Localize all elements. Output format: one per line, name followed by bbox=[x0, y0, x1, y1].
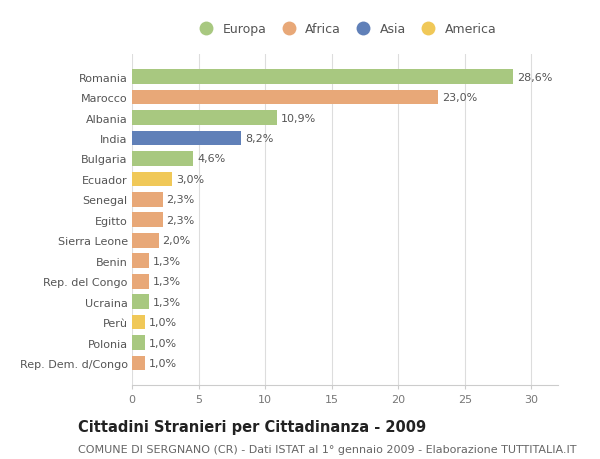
Text: 1,3%: 1,3% bbox=[154, 277, 181, 286]
Text: 10,9%: 10,9% bbox=[281, 113, 316, 123]
Bar bbox=[132, 295, 149, 309]
Bar bbox=[132, 213, 163, 228]
Text: 4,6%: 4,6% bbox=[197, 154, 226, 164]
Bar bbox=[132, 193, 163, 207]
Text: 23,0%: 23,0% bbox=[442, 93, 478, 103]
Bar bbox=[132, 172, 172, 187]
Text: 28,6%: 28,6% bbox=[517, 73, 552, 83]
Bar bbox=[132, 336, 145, 350]
Text: 1,0%: 1,0% bbox=[149, 358, 178, 368]
Text: 1,3%: 1,3% bbox=[154, 256, 181, 266]
Bar bbox=[132, 111, 277, 126]
Bar bbox=[132, 70, 513, 85]
Bar bbox=[132, 131, 241, 146]
Text: COMUNE DI SERGNANO (CR) - Dati ISTAT al 1° gennaio 2009 - Elaborazione TUTTITALI: COMUNE DI SERGNANO (CR) - Dati ISTAT al … bbox=[78, 444, 577, 454]
Text: 1,0%: 1,0% bbox=[149, 317, 178, 327]
Text: 2,3%: 2,3% bbox=[167, 215, 195, 225]
Text: 2,3%: 2,3% bbox=[167, 195, 195, 205]
Bar bbox=[132, 152, 193, 167]
Text: 3,0%: 3,0% bbox=[176, 174, 204, 185]
Text: 8,2%: 8,2% bbox=[245, 134, 274, 144]
Bar bbox=[132, 90, 438, 105]
Bar bbox=[132, 315, 145, 330]
Text: 1,0%: 1,0% bbox=[149, 338, 178, 348]
Bar bbox=[132, 356, 145, 370]
Text: Cittadini Stranieri per Cittadinanza - 2009: Cittadini Stranieri per Cittadinanza - 2… bbox=[78, 419, 426, 434]
Legend: Europa, Africa, Asia, America: Europa, Africa, Asia, America bbox=[188, 18, 502, 41]
Bar bbox=[132, 254, 149, 269]
Bar bbox=[132, 233, 158, 248]
Text: 2,0%: 2,0% bbox=[163, 236, 191, 246]
Text: 1,3%: 1,3% bbox=[154, 297, 181, 307]
Bar bbox=[132, 274, 149, 289]
